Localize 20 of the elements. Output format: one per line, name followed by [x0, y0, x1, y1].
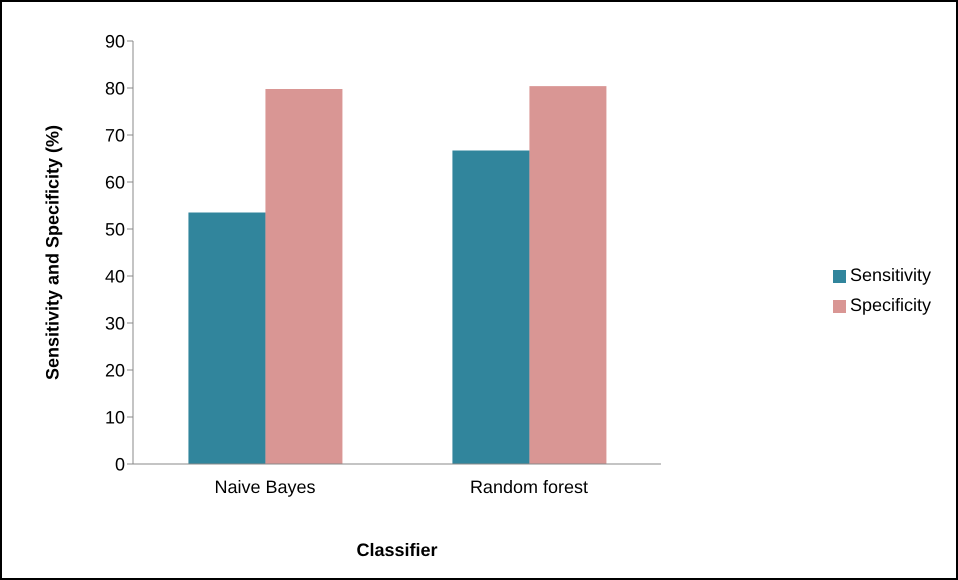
- bar: [188, 212, 266, 464]
- y-tick-label: 20: [104, 360, 125, 380]
- y-tick-label: 50: [104, 219, 125, 240]
- y-tick-label: 0: [114, 454, 125, 474]
- bar: [529, 86, 606, 464]
- x-tick-label: Naive Bayes: [214, 476, 316, 497]
- y-tick-label: 60: [104, 172, 125, 192]
- x-tick-label: Random forest: [470, 476, 588, 497]
- y-axis-title: Sensitivity and Specificity (%): [42, 124, 62, 380]
- y-tick-label: 80: [104, 78, 125, 98]
- y-tick-label: 90: [104, 31, 125, 52]
- legend-label: Specificity: [850, 295, 931, 315]
- y-tick-label: 40: [104, 266, 125, 286]
- x-axis-title: Classifier: [356, 540, 438, 560]
- legend-label: Sensitivity: [850, 265, 931, 285]
- y-tick-label: 10: [104, 407, 125, 428]
- y-tick-label: 70: [104, 125, 125, 146]
- bar: [265, 88, 342, 464]
- bar: [452, 150, 530, 464]
- y-tick-label: 30: [104, 313, 125, 334]
